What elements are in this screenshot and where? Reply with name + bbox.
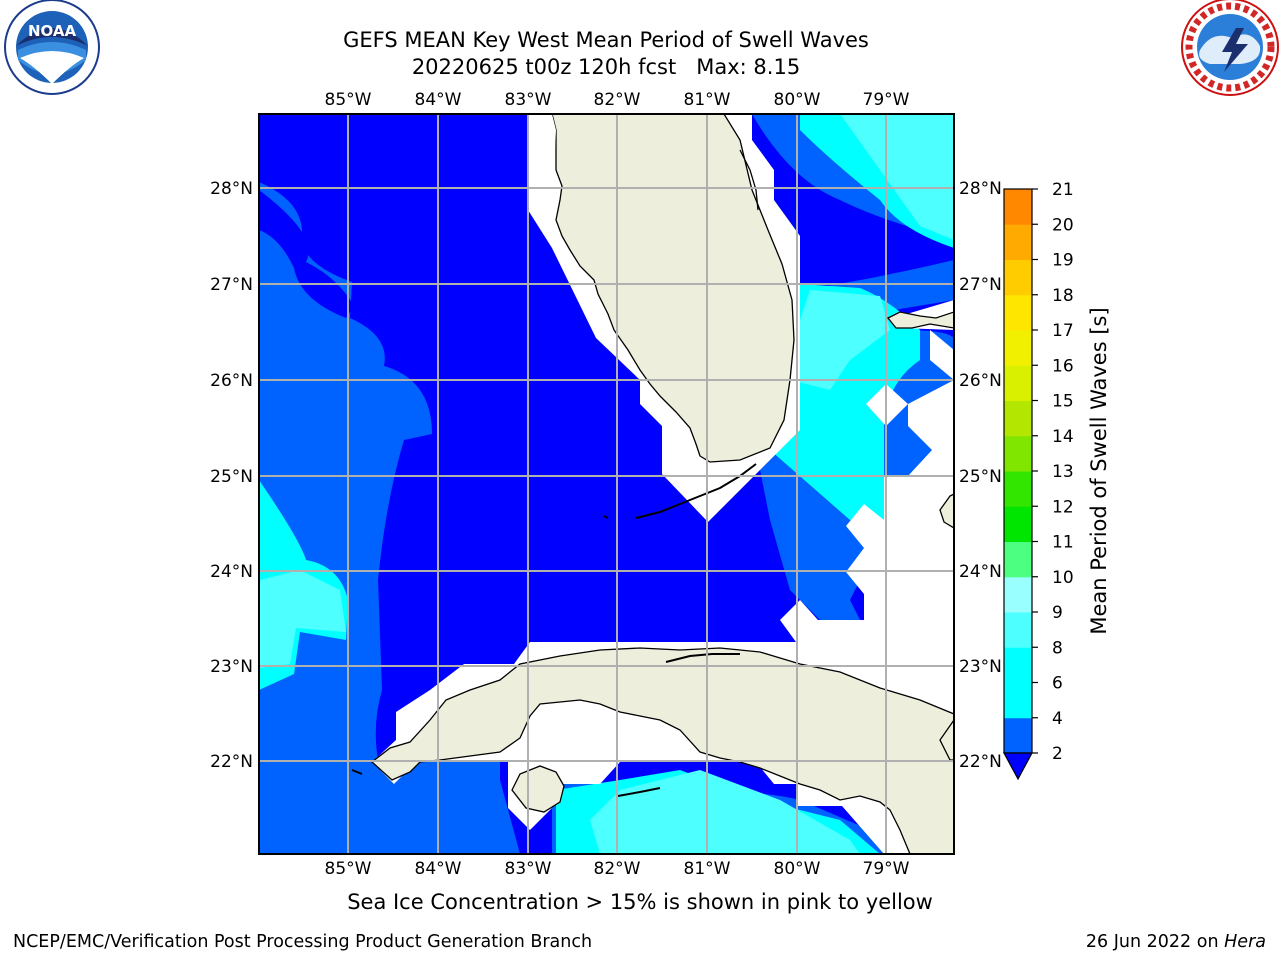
colorbar: 2 4 6 8 9 10 11 12 13 14 15 16 17 18 19 20 21	[1002, 180, 1074, 781]
lon-label: 82°W	[594, 90, 641, 110]
colorbar-swatch	[1004, 506, 1032, 542]
lat-label: 25°N	[210, 467, 253, 487]
lon-label: 84°W	[415, 90, 462, 110]
colorbar-tick-label: 12	[1052, 497, 1074, 517]
colorbar-swatch	[1004, 435, 1032, 472]
colorbar-under-arrow	[1002, 752, 1034, 781]
colorbar-tick-label: 16	[1052, 356, 1074, 376]
colorbar-tick-label: 21	[1052, 180, 1074, 200]
lat-label: 22°N	[959, 752, 1002, 772]
colorbar-swatch	[1004, 541, 1032, 578]
bahamas-island	[886, 311, 954, 329]
no-data-region	[930, 330, 954, 380]
map-gridlines	[259, 114, 954, 854]
map-frame	[258, 113, 955, 855]
colorbar-tick-label: 2	[1052, 744, 1063, 764]
swell-8-9-region	[590, 770, 860, 854]
colorbar-tick-label: 11	[1052, 533, 1074, 553]
lon-label: 85°W	[325, 90, 372, 110]
colorbar-swatch	[1004, 400, 1032, 437]
lat-label: 23°N	[210, 657, 253, 677]
map-panel	[258, 113, 955, 855]
map-subtitle: 20220625 t00z 120h fcst Max: 8.15	[256, 54, 956, 80]
land	[370, 114, 954, 854]
lon-labels-top: 85°W 84°W 83°W 82°W 81°W 80°W 79°W	[325, 90, 910, 110]
lat-labels-right: 28°N 27°N 26°N 25°N 24°N 23°N 22°N	[959, 179, 1002, 772]
lat-label: 22°N	[210, 752, 253, 772]
colorbar-swatch	[1004, 682, 1032, 719]
swell-8-9-region	[840, 114, 954, 240]
colorbar-tick-label: 13	[1052, 462, 1074, 482]
colorbar-tick-label: 8	[1052, 638, 1063, 658]
lon-label: 80°W	[774, 859, 821, 879]
cuba-island	[370, 647, 954, 854]
swell-8-9-region	[790, 290, 890, 390]
colorbar-swatch	[1004, 330, 1032, 366]
lon-label: 82°W	[594, 859, 641, 879]
lon-label: 79°W	[863, 859, 910, 879]
lat-label: 28°N	[210, 179, 253, 199]
lon-label: 84°W	[415, 859, 462, 879]
colorbar-tick-label: 6	[1052, 674, 1063, 694]
sea-ice-caption: Sea Ice Concentration > 15% is shown in …	[347, 890, 933, 914]
colorbar-swatch	[1004, 612, 1032, 648]
lat-label: 24°N	[210, 562, 253, 582]
lon-labels-bottom: 85°W 84°W 83°W 82°W 81°W 80°W 79°W	[325, 859, 910, 879]
producer-credit: NCEP/EMC/Verification Post Processing Pr…	[13, 932, 593, 952]
lon-label: 79°W	[863, 90, 910, 110]
colorbar-swatch	[1004, 294, 1032, 331]
colorbar-swatch	[1004, 365, 1032, 401]
colorbar-tick-label: 4	[1052, 709, 1063, 729]
lat-label: 28°N	[959, 179, 1002, 199]
lat-label: 27°N	[210, 275, 253, 295]
noaa-logo-text: NOAA	[28, 22, 77, 40]
generation-date-text: 26 Jun 2022 on	[1085, 932, 1219, 952]
max-value-label: Max: 8.15	[696, 55, 801, 79]
lake-okeechobee	[739, 149, 759, 211]
forecast-run-label: 20220625 t00z 120h fcst	[411, 55, 677, 79]
lon-label: 83°W	[505, 859, 552, 879]
colorbar-tick-label: 20	[1052, 215, 1074, 235]
colorbar-tick-label: 10	[1052, 568, 1074, 588]
colorbar-swatch	[1004, 259, 1032, 296]
lon-label: 80°W	[774, 90, 821, 110]
lat-labels-left: 28°N 27°N 26°N 25°N 24°N 23°N 22°N	[210, 179, 253, 772]
colorbar-tick-label: 19	[1052, 251, 1074, 271]
colorbar-tick-label: 17	[1052, 321, 1074, 341]
nws-logo	[1181, 0, 1279, 96]
colorbar-tick-label: 9	[1052, 603, 1063, 623]
lat-label: 24°N	[959, 562, 1002, 582]
colorbar-swatch	[1004, 224, 1032, 260]
lat-label: 26°N	[210, 371, 253, 391]
colorbar-swatch	[1004, 189, 1032, 225]
colorbar-swatch	[1004, 717, 1032, 754]
colorbar-swatch	[1004, 647, 1032, 683]
isla-de-la-juventud	[511, 765, 565, 813]
lat-label: 23°N	[959, 657, 1002, 677]
lat-label: 27°N	[959, 275, 1002, 295]
lon-label: 83°W	[505, 90, 552, 110]
colorbar-swatch	[1004, 576, 1032, 613]
swell-8-9-region	[260, 570, 346, 668]
lat-label: 25°N	[959, 467, 1002, 487]
generation-date: 26 Jun 2022 on Hera	[1086, 932, 1266, 952]
lat-label: 26°N	[959, 371, 1002, 391]
colorbar-label: Mean Period of Swell Waves [s]	[1087, 307, 1111, 634]
swell-4-6-region	[380, 780, 520, 854]
florida-peninsula	[551, 114, 795, 463]
map-title: GEFS MEAN Key West Mean Period of Swell …	[343, 28, 869, 52]
generation-host: Hera	[1224, 932, 1266, 952]
andros-island	[939, 493, 954, 529]
colorbar-swatch	[1004, 471, 1032, 507]
noaa-logo: NOAA	[4, 0, 100, 95]
colorbar-tick-label: 18	[1052, 286, 1074, 306]
colorbar-tick-label: 15	[1052, 392, 1074, 412]
colorbar-tick-label: 14	[1052, 427, 1074, 447]
lon-label: 81°W	[684, 90, 731, 110]
lon-label: 81°W	[684, 859, 731, 879]
lon-label: 85°W	[325, 859, 372, 879]
